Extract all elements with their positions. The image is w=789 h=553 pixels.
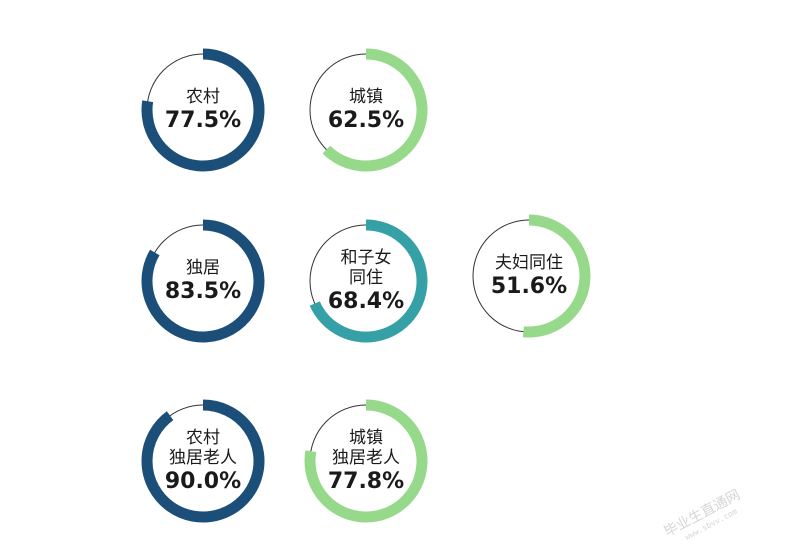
donut-value-label: 77.5% xyxy=(165,108,241,133)
donut-arc xyxy=(304,399,428,523)
donut-arc xyxy=(309,219,428,343)
donut-value-label: 77.8% xyxy=(328,469,404,494)
donut-category-label: 和子女 xyxy=(341,248,392,268)
donut-arc xyxy=(322,48,428,172)
donut-group: 农村77.5%城镇62.5%独居83.5%和子女同住68.4%夫妇同住51.6%… xyxy=(141,48,591,523)
donut-category-label: 同住 xyxy=(349,268,383,288)
donut-arc xyxy=(522,214,591,338)
donut-value-label: 51.6% xyxy=(491,274,567,299)
donut-category-label: 城镇 xyxy=(349,87,383,107)
donut-value-label: 62.5% xyxy=(328,108,404,133)
donut-value-label: 68.4% xyxy=(328,289,404,314)
donut-category-label: 独居老人 xyxy=(169,448,237,468)
donut-category-label: 农村 xyxy=(186,87,220,107)
donut-category-label: 独居老人 xyxy=(332,448,400,468)
donut-arc xyxy=(141,399,265,523)
donut-arc xyxy=(141,48,265,172)
donut-category-label: 城镇 xyxy=(349,428,383,448)
donut-value-label: 90.0% xyxy=(165,469,241,494)
donut-arc xyxy=(141,219,265,343)
donut-category-label: 独居 xyxy=(186,258,220,278)
donut-category-label: 农村 xyxy=(186,428,220,448)
watermark: 毕业生直通网 www.sbvv.com xyxy=(661,486,743,542)
donut-category-label: 夫妇同住 xyxy=(495,253,563,273)
donut-value-label: 83.5% xyxy=(165,279,241,304)
